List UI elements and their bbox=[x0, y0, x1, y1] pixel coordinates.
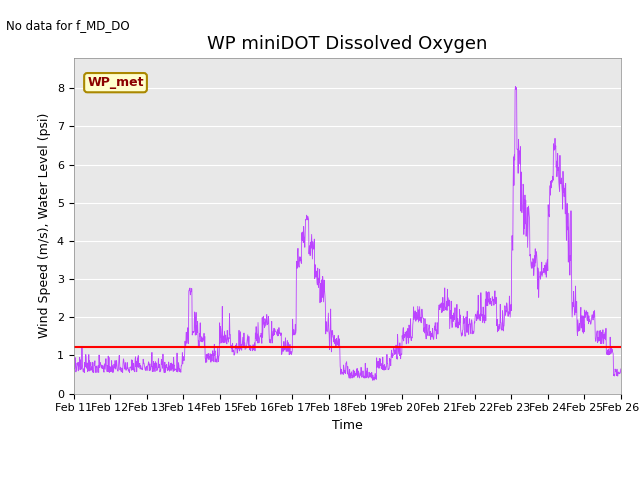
WP_ws bbox=[70, 368, 77, 374]
f_WaterLevel bbox=[106, 344, 114, 350]
Title: WP miniDOT Dissolved Oxygen: WP miniDOT Dissolved Oxygen bbox=[207, 35, 488, 53]
WP_ws bbox=[370, 377, 378, 383]
WP_ws bbox=[178, 361, 186, 367]
WP_ws bbox=[617, 366, 625, 372]
WP_ws bbox=[553, 158, 561, 164]
X-axis label: Time: Time bbox=[332, 419, 363, 432]
WP_ws bbox=[191, 332, 199, 338]
WP_ws bbox=[504, 313, 512, 319]
WP_ws bbox=[511, 84, 519, 89]
Y-axis label: Wind Speed (m/s), Water Level (psi): Wind Speed (m/s), Water Level (psi) bbox=[38, 113, 51, 338]
WP_ws bbox=[433, 336, 440, 342]
WP_ws bbox=[253, 335, 260, 341]
Text: No data for f_MD_DO: No data for f_MD_DO bbox=[6, 19, 130, 32]
f_WaterLevel bbox=[70, 344, 77, 350]
Line: WP_ws: WP_ws bbox=[74, 86, 621, 380]
Text: WP_met: WP_met bbox=[87, 76, 144, 89]
